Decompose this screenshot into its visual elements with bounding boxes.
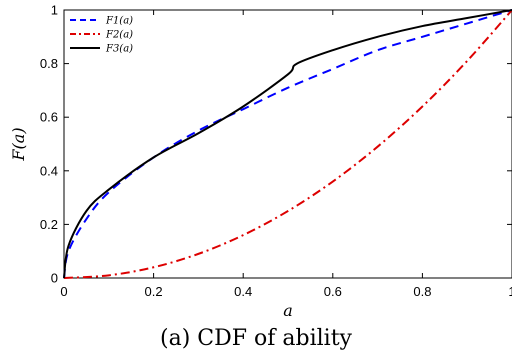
y-tick-label: 0.4 (40, 163, 58, 178)
x-tick-label: 0.8 (413, 284, 431, 299)
y-tick-label: 0.6 (40, 110, 58, 125)
axis-ticks (63, 9, 512, 279)
y-tick-label: 0.8 (40, 56, 58, 71)
legend-box (66, 12, 142, 62)
x-tick-label: 0.6 (324, 284, 342, 299)
y-tick-label: 0.2 (40, 217, 58, 232)
legend: F1(a) F2(a) F3(a) (66, 12, 142, 62)
x-tick-label: 0.2 (145, 284, 163, 299)
series-line (63, 9, 512, 279)
x-tick-label: 1 (508, 284, 512, 299)
y-tick-label: 0 (51, 271, 58, 286)
legend-label: F2(a) (105, 30, 133, 41)
legend-label: F3(a) (105, 44, 133, 55)
x-tick-label: 0.4 (234, 284, 252, 299)
figure-caption: (a) CDF of ability (160, 326, 352, 351)
chart: 0 0.2 0.4 0.6 0.8 1 0 0.2 0.4 0.6 0.8 1 a F(a) F1(a… (9, 3, 512, 320)
series-lines (63, 9, 512, 279)
x-tick-label: 0 (60, 284, 67, 299)
y-axis-label: F(a) (9, 127, 28, 161)
legend-label: F1(a) (105, 16, 133, 27)
x-axis-label: a (283, 301, 293, 320)
series-line (63, 9, 512, 279)
series-line (63, 9, 512, 279)
tick-labels: 0 0.2 0.4 0.6 0.8 1 0 0.2 0.4 0.6 0.8 1 (40, 3, 512, 300)
y-tick-label: 1 (51, 3, 58, 18)
